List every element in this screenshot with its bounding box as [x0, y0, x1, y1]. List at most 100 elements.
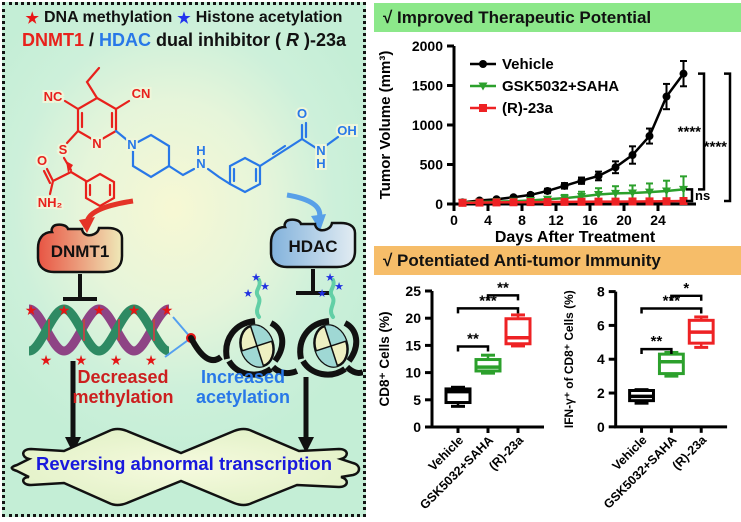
- data-marker: [543, 198, 552, 207]
- y-tick-label: 25: [405, 283, 421, 299]
- title-dnmt1: DNMT1: [21, 30, 84, 50]
- y-axis-label: IFN-γ⁺ of CD8⁺ Cells (%): [562, 290, 576, 428]
- atom-oh: OH: [337, 123, 357, 138]
- mark-legend: ★ DNA methylation ★ Histone acetylation: [5, 9, 363, 27]
- down-arrow-left: [65, 361, 81, 453]
- atom-n-amine: N: [196, 156, 205, 171]
- acetylation-star-icon: ★: [251, 272, 261, 284]
- inhibitor-structure-blue-labels: N H N O N H OH: [125, 104, 358, 173]
- data-marker: [611, 197, 620, 206]
- data-marker: [611, 189, 620, 198]
- y-tick-label: 8: [597, 284, 605, 300]
- methylation-line: methylation: [72, 387, 174, 407]
- increased-line: Increased: [200, 367, 286, 387]
- immunity-header: √ Potentiated Anti-tumor Immunity: [374, 246, 741, 275]
- y-tick-label: 10: [405, 365, 421, 381]
- data-marker: [560, 181, 569, 190]
- data-marker: [478, 82, 488, 91]
- methylation-star-icon: ★: [25, 10, 39, 27]
- y-axis-label: CD8⁺ Cells (%): [377, 312, 392, 407]
- cell-shape: [10, 427, 361, 507]
- y-tick-label: 0: [435, 196, 443, 212]
- data-marker: [577, 176, 586, 185]
- methylation-star-icon: ★: [110, 352, 123, 368]
- y-tick-label: 6: [597, 317, 605, 333]
- dna-linker: [164, 316, 223, 364]
- tumor-volume-chart: 0 500 1000 1500 2000 0 4 8 12 16 20 24 Tumor Volume …: [377, 38, 732, 246]
- methylation-star-icon: ★: [93, 302, 106, 318]
- methylation-star-icon: ★: [128, 302, 141, 318]
- box: [504, 317, 532, 346]
- data-marker: [479, 60, 487, 68]
- y-tick-label: 0: [413, 419, 421, 435]
- box: [657, 352, 685, 376]
- data-marker: [679, 185, 688, 194]
- acetylation-star-icon: ★: [317, 288, 327, 300]
- sig-label: ***: [663, 294, 681, 310]
- data-marker: [594, 171, 603, 180]
- title-rest: dual inhibitor (: [156, 30, 281, 50]
- data-marker: [594, 191, 603, 200]
- ns-bracket: [686, 188, 694, 203]
- atom-cn: CN: [132, 86, 151, 101]
- mechanism-panel: ★ DNA methylation ★ Histone acetylation …: [2, 2, 366, 517]
- sig-bracket: [698, 72, 706, 191]
- dna-helix: ★ ★ ★ ★ ★ ★ ★ ★ ★: [25, 302, 174, 368]
- sig-label: ****: [678, 124, 702, 141]
- methylation-star-icon: ★: [40, 352, 53, 368]
- sig-label: ****: [704, 138, 728, 155]
- sig-label: **: [467, 330, 479, 347]
- atom-n-piperidine: N: [127, 137, 136, 152]
- inhibitor-structure-red-labels: NC CN S N O NH₂: [35, 84, 152, 212]
- legend-dna-methylation: DNA methylation: [43, 9, 173, 26]
- data-marker: [645, 132, 654, 141]
- atom-s: S: [59, 142, 68, 157]
- y-tick-label: 2000: [412, 38, 443, 54]
- y-tick-label: 15: [405, 337, 421, 353]
- data-marker: [509, 198, 518, 207]
- data-marker: [594, 197, 603, 206]
- data-marker: [577, 197, 586, 206]
- dnmt1-inhibition-bar: [63, 274, 97, 301]
- x-tick-label: 0: [450, 212, 458, 228]
- decreased-methylation-text: Decreased methylation: [57, 367, 189, 407]
- x-tick-label: 20: [616, 212, 632, 228]
- atom-h-hydroxamate: H: [316, 156, 325, 171]
- y-tick-label: 500: [420, 157, 444, 173]
- x-tick-label: 24: [650, 212, 666, 228]
- data-marker: [611, 163, 620, 172]
- compound-title: DNMT1/HDAC dual inhibitor (R)-23a: [5, 30, 363, 51]
- y-tick-label: 5: [413, 392, 421, 408]
- legend-label: Vehicle: [502, 56, 554, 73]
- inhibitor-structure-red-part: [42, 66, 131, 208]
- acetylation-star-icon: ★: [334, 281, 344, 293]
- x-tick-label: 12: [548, 212, 564, 228]
- data-marker: [479, 104, 487, 112]
- sig-bracket: [640, 307, 703, 314]
- legend-histone-acetylation: Histone acetylation: [195, 9, 343, 26]
- acetylation-star-icon: ★: [177, 10, 191, 27]
- y-tick-label: 1500: [412, 78, 443, 94]
- y-tick-label: 1000: [412, 117, 443, 133]
- hdac-blob: HDAC: [269, 218, 357, 269]
- data-marker: [662, 197, 671, 206]
- atom-o-carbonyl: O: [297, 106, 307, 121]
- atom-n-pyridine: N: [92, 136, 101, 151]
- increased-acetylation-text: Increased acetylation: [177, 367, 309, 407]
- data-marker: [679, 196, 688, 205]
- data-marker: [560, 197, 569, 206]
- sig-bracket: [640, 347, 673, 355]
- y-tick-label: 20: [405, 310, 421, 326]
- box: [474, 358, 502, 373]
- atom-nc: NC: [44, 89, 63, 104]
- sig-bracket: [670, 294, 703, 301]
- methylation-star-icon: ★: [161, 302, 174, 318]
- category-label: (R)-23a: [670, 433, 710, 473]
- atom-n-hydroxamate: N: [316, 143, 325, 158]
- data-marker: [492, 198, 501, 207]
- sig-label: ns: [695, 188, 710, 203]
- sig-bracket: [456, 307, 520, 314]
- data-marker: [628, 151, 637, 160]
- nucleosome: ★ ★ ★: [223, 272, 299, 378]
